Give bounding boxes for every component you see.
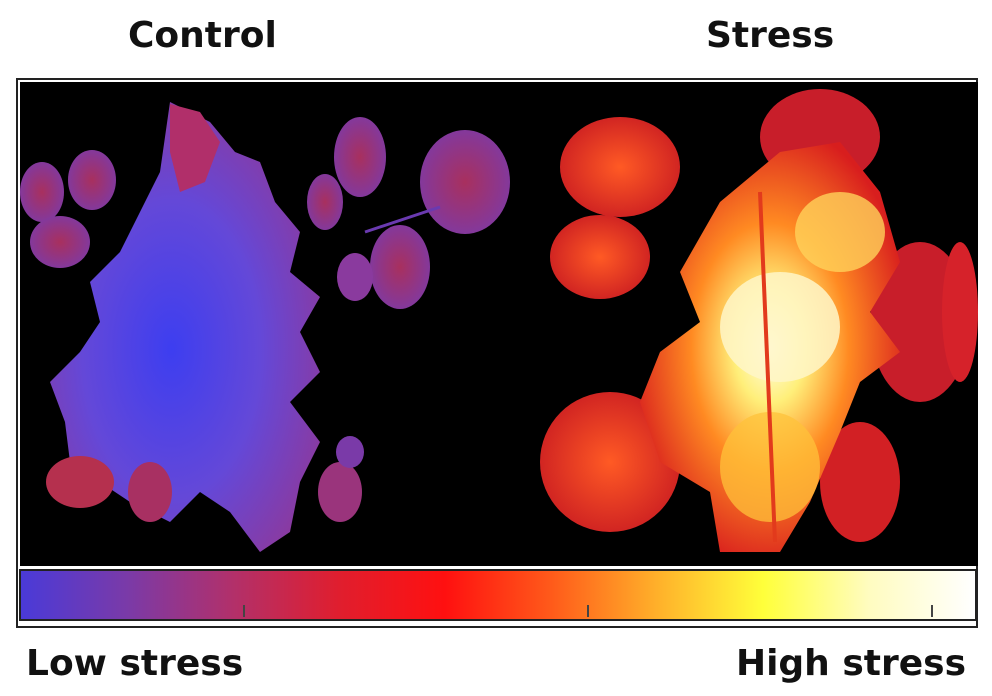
stress-panel-title: Stress — [706, 15, 835, 56]
colorbar-tick — [243, 605, 245, 617]
colorbar-gradient — [21, 571, 975, 619]
high-stress-label: High stress — [735, 643, 966, 684]
low-stress-label: Low stress — [26, 643, 244, 684]
colorbar-tick — [931, 605, 933, 617]
stress-colorbar — [19, 569, 977, 621]
control-panel-title: Control — [128, 15, 277, 56]
thermal-plant-image — [20, 82, 978, 566]
plant-heatmap-drawing — [20, 82, 978, 566]
colorbar-tick — [587, 605, 589, 617]
